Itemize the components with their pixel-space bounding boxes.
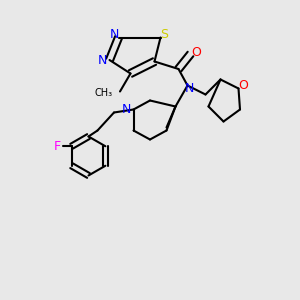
- Text: N: N: [110, 28, 120, 41]
- Text: O: O: [191, 46, 201, 59]
- Text: N: N: [184, 82, 194, 95]
- Text: CH₃: CH₃: [94, 88, 112, 98]
- Text: F: F: [54, 140, 61, 153]
- Text: N: N: [122, 103, 132, 116]
- Text: O: O: [238, 79, 248, 92]
- Text: N: N: [98, 53, 108, 67]
- Text: S: S: [160, 28, 168, 41]
